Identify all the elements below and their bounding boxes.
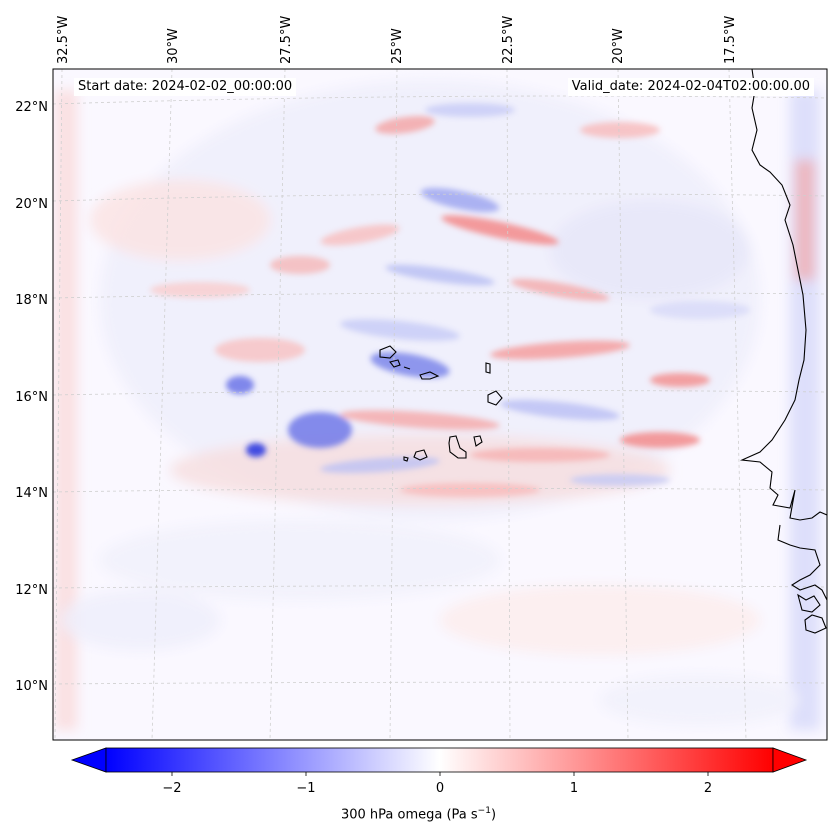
lon-tick-label: 25°W bbox=[390, 28, 405, 64]
omega-field-bands bbox=[150, 103, 750, 497]
lon-tick-label: 30°W bbox=[166, 28, 181, 64]
cabo-verde-santo-antao bbox=[379, 345, 397, 359]
colorbar: −2 −1 0 1 2 bbox=[70, 747, 808, 796]
colorbar-extend-min bbox=[70, 747, 107, 773]
lat-tick-label: 20°N bbox=[15, 197, 48, 212]
lat-tick-label: 14°N bbox=[15, 486, 48, 501]
lon-tick-labels: 32.5°W 30°W 27.5°W 25°W 22.5°W 20°W 17.5… bbox=[56, 16, 738, 64]
colorbar-gradient bbox=[105, 747, 774, 773]
cabo-verde-maio bbox=[473, 435, 483, 447]
valid-date-label: Valid_date: 2024-02-04T02:00:00.00 bbox=[567, 78, 814, 96]
map-plot-area bbox=[53, 69, 827, 740]
coastlines bbox=[379, 69, 827, 634]
cabo-verde-santiago bbox=[448, 435, 467, 459]
colorbar-extend-max bbox=[772, 747, 808, 773]
africa-coastline bbox=[739, 69, 827, 521]
plot-frame bbox=[52, 68, 828, 741]
lon-tick-label: 27.5°W bbox=[279, 16, 294, 64]
cabo-verde-fogo bbox=[413, 449, 428, 461]
lon-tick-label: 22.5°W bbox=[501, 16, 516, 64]
start-date-label: Start date: 2024-02-02_00:00:00 bbox=[74, 78, 297, 96]
colorbar-tick-label: 0 bbox=[436, 781, 444, 796]
cabo-verde-boa-vista bbox=[487, 390, 503, 406]
lon-tick-label: 32.5°W bbox=[56, 16, 71, 64]
lat-tick-label: 10°N bbox=[15, 679, 48, 694]
colorbar-tick-label: 1 bbox=[570, 781, 578, 796]
lat-tick-label: 22°N bbox=[15, 100, 48, 115]
colorbar-label-exponent: −1 bbox=[477, 806, 491, 816]
gridlines bbox=[53, 69, 827, 740]
guinea-coast bbox=[777, 524, 827, 601]
lat-tick-label: 18°N bbox=[15, 293, 48, 308]
colorbar-tick-label: −1 bbox=[296, 781, 315, 796]
colorbar-tick-label: 2 bbox=[704, 781, 712, 796]
colorbar-label-text: 300 hPa omega (Pa s bbox=[340, 807, 478, 823]
colorbar-label: 300 hPa omega (Pa s−1) bbox=[0, 806, 837, 822]
colorbar-tick-label: −2 bbox=[162, 781, 181, 796]
colorbar-label-close: ) bbox=[490, 807, 497, 823]
lat-tick-labels: 22°N 20°N 18°N 16°N 14°N 12°N 10°N bbox=[15, 100, 48, 694]
lat-tick-label: 16°N bbox=[15, 390, 48, 405]
lat-tick-label: 12°N bbox=[15, 583, 48, 598]
lon-tick-label: 20°W bbox=[611, 28, 626, 64]
lon-tick-label: 17.5°W bbox=[723, 16, 738, 64]
cabo-verde-sal bbox=[485, 362, 491, 374]
